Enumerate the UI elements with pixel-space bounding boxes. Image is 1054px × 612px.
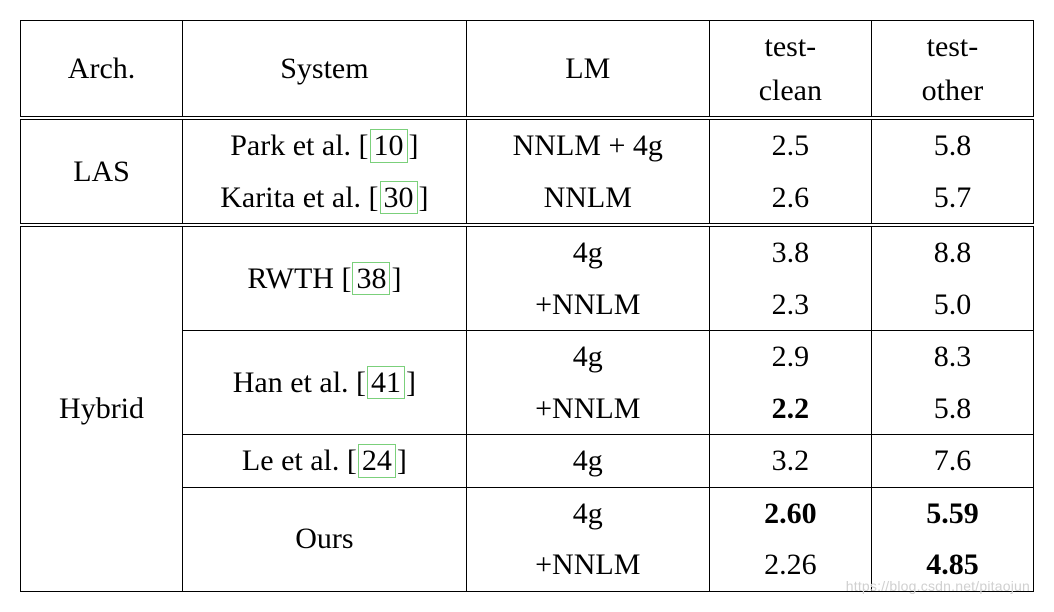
lm-cell: NNLM <box>466 172 709 226</box>
test-other-label-bot: other <box>882 69 1023 113</box>
system-prefix: Karita et al. [ <box>220 181 378 214</box>
watermark-text: https://blog.csdn.net/pitaojun <box>846 578 1030 594</box>
test-other-cell: 5.59 <box>871 487 1033 539</box>
test-other-cell: 5.7 <box>871 172 1033 226</box>
lm-cell: +NNLM <box>466 279 709 331</box>
test-clean-cell: 2.2 <box>709 383 871 435</box>
col-test-clean: test- clean <box>709 21 871 119</box>
system-prefix: Han et al. [ <box>233 366 366 399</box>
lm-cell: 4g <box>466 487 709 539</box>
test-clean-cell: 2.6 <box>709 172 871 226</box>
lm-cell: +NNLM <box>466 539 709 591</box>
citation-box: 41 <box>367 366 405 400</box>
citation-box: 38 <box>352 262 390 296</box>
table-row: LAS Park et al. [10] NNLM + 4g 2.5 5.8 <box>21 118 1034 172</box>
col-test-other: test- other <box>871 21 1033 119</box>
citation-box: 24 <box>358 444 396 478</box>
test-other-cell: 8.8 <box>871 225 1033 279</box>
test-clean-cell: 3.8 <box>709 225 871 279</box>
test-clean-cell: 3.2 <box>709 435 871 488</box>
test-clean-label-bot: clean <box>720 69 861 113</box>
col-system: System <box>183 21 467 119</box>
test-other-label-top: test- <box>882 25 1023 69</box>
test-clean-cell: 2.5 <box>709 118 871 172</box>
test-other-cell: 5.0 <box>871 279 1033 331</box>
col-arch: Arch. <box>21 21 183 119</box>
lm-cell: 4g <box>466 331 709 383</box>
test-other-cell: 8.3 <box>871 331 1033 383</box>
system-prefix: RWTH [ <box>247 262 351 295</box>
test-clean-cell: 2.9 <box>709 331 871 383</box>
test-clean-cell: 2.60 <box>709 487 871 539</box>
results-table: Arch. System LM test- clean test- other … <box>20 20 1034 592</box>
system-cell: Park et al. [10] <box>183 118 467 172</box>
lm-cell: +NNLM <box>466 383 709 435</box>
system-cell: Karita et al. [30] <box>183 172 467 226</box>
lm-cell: NNLM + 4g <box>466 118 709 172</box>
test-clean-label-top: test- <box>720 25 861 69</box>
system-suffix: ] <box>397 444 407 477</box>
lm-cell: 4g <box>466 225 709 279</box>
col-lm: LM <box>466 21 709 119</box>
arch-cell-las: LAS <box>21 118 183 225</box>
system-cell: Le et al. [24] <box>183 435 467 488</box>
system-suffix: ] <box>406 366 416 399</box>
citation-box: 30 <box>380 181 418 215</box>
lm-cell: 4g <box>466 435 709 488</box>
test-other-cell: 5.8 <box>871 118 1033 172</box>
system-cell: Han et al. [41] <box>183 331 467 435</box>
table-row: Hybrid RWTH [38] 4g 3.8 8.8 <box>21 225 1034 279</box>
system-cell: Ours <box>183 487 467 591</box>
system-suffix: ] <box>419 181 429 214</box>
test-clean-cell: 2.3 <box>709 279 871 331</box>
system-suffix: ] <box>409 129 419 162</box>
system-prefix: Park et al. [ <box>230 129 368 162</box>
system-cell: RWTH [38] <box>183 225 467 331</box>
table-header-row: Arch. System LM test- clean test- other <box>21 21 1034 119</box>
results-table-container: Arch. System LM test- clean test- other … <box>20 20 1034 592</box>
test-other-cell: 7.6 <box>871 435 1033 488</box>
system-prefix: Le et al. [ <box>242 444 357 477</box>
citation-box: 10 <box>370 129 408 163</box>
system-suffix: ] <box>391 262 401 295</box>
arch-cell-hybrid: Hybrid <box>21 225 183 591</box>
test-other-cell: 5.8 <box>871 383 1033 435</box>
